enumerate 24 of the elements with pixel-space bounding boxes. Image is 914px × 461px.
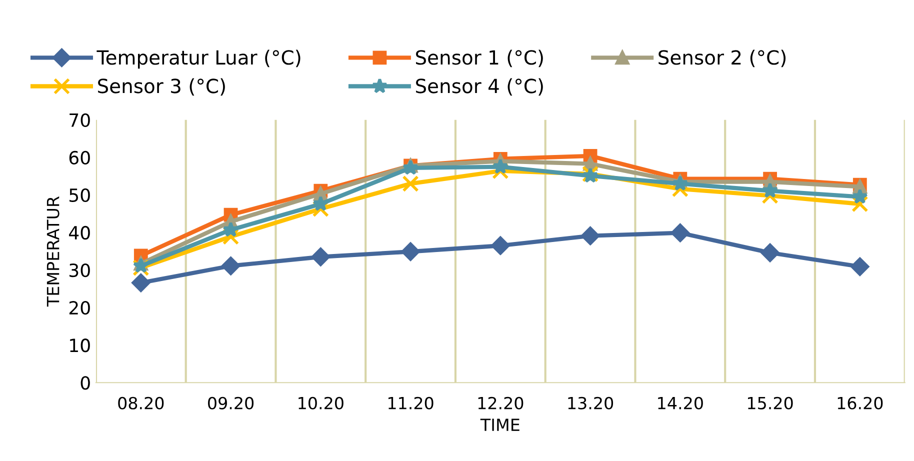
x-tick-label: 15.20 <box>748 396 793 410</box>
x-tick-label: 12.20 <box>478 396 524 410</box>
x-tick-label: 11.20 <box>388 396 434 410</box>
y-tick-label: 0 <box>80 376 90 390</box>
x-tick-label: 13.20 <box>568 396 614 410</box>
x-axis-title: TIME <box>480 418 520 431</box>
y-tick-label: 30 <box>70 263 90 278</box>
legend-label: Sensor 4 (°C) <box>416 78 543 96</box>
x-tick-label: 14.20 <box>658 396 703 410</box>
y-tick-label: 20 <box>69 301 90 315</box>
y-tick-label: 70 <box>70 113 90 127</box>
x-tick-label: 16.20 <box>838 396 883 410</box>
y-axis-title: TEMPERATUR <box>46 196 60 307</box>
legend-label: Sensor 1 (°C) <box>416 50 543 68</box>
y-tick-label: 40 <box>69 226 90 240</box>
x-tick-label: 10.20 <box>298 396 344 410</box>
legend-label: Temperatur Luar (°C) <box>96 50 300 69</box>
legend-label: Sensor 2 (°C) <box>658 50 786 68</box>
x-tick-label: 08.20 <box>118 396 164 410</box>
legend-label: Sensor 3 (°C) <box>98 78 225 96</box>
y-tick-label: 60 <box>69 150 90 165</box>
y-tick-label: 10 <box>70 338 90 352</box>
y-tick-label: 50 <box>70 188 90 202</box>
x-tick-label: 09.20 <box>208 396 254 410</box>
